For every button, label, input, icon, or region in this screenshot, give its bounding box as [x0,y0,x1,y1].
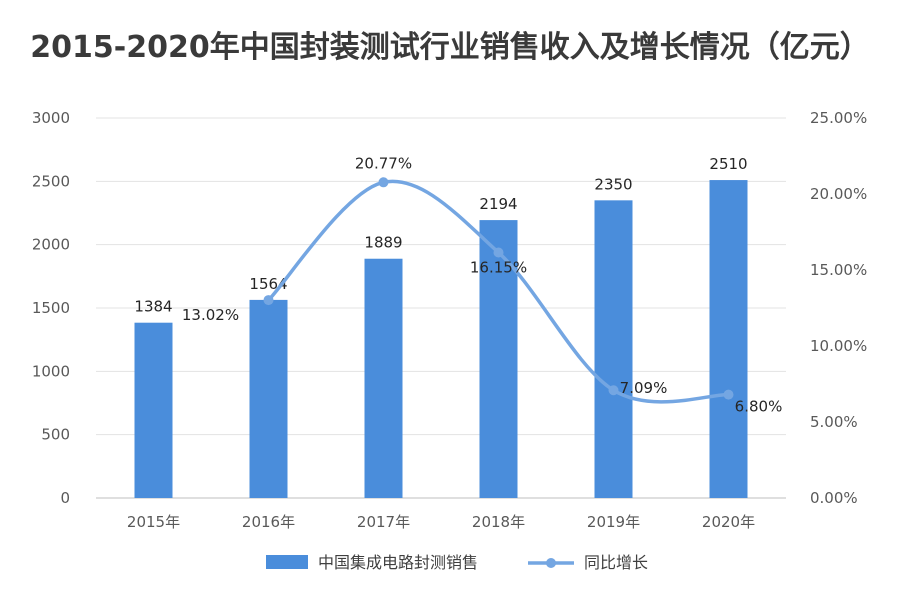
growth-data-label: 16.15% [470,259,527,277]
left-axis-tick-label: 2000 [32,236,70,254]
right-axis-tick-label: 25.00% [810,109,867,127]
left-axis-tick-label: 1000 [32,362,70,380]
growth-point [378,177,389,188]
right-axis-tick-label: 5.00% [810,413,858,431]
bar-data-label: 2510 [709,155,747,173]
x-axis-tick-label: 2019年 [587,513,640,531]
left-axis-tick-label: 2500 [32,172,70,190]
bar [364,258,403,498]
x-axis-tick-label: 2016年 [242,513,295,531]
legend-bar-swatch [266,555,308,569]
right-axis-tick-label: 15.00% [810,261,867,279]
bar [249,299,288,498]
growth-point [608,385,619,396]
right-axis-tick-label: 0.00% [810,489,858,507]
growth-data-label: 7.09% [620,379,668,397]
legend-bar-label: 中国集成电路封测销售 [318,553,478,572]
bar-data-label: 2350 [594,175,632,193]
right-axis-tick-label: 10.00% [810,337,867,355]
left-axis-tick-label: 1500 [32,299,70,317]
bar [594,200,633,499]
bar-data-label: 2194 [479,195,517,213]
bar [134,322,173,498]
left-axis-tick-label: 500 [41,426,70,444]
bar-data-label: 1384 [134,298,172,316]
growth-point [263,295,274,306]
x-axis-tick-label: 2017年 [357,513,410,531]
legend-line-label: 同比增长 [584,553,648,572]
growth-data-label: 20.77% [355,154,412,172]
x-axis-tick-label: 2018年 [472,513,525,531]
bar [709,180,748,499]
growth-data-label: 13.02% [182,306,239,324]
chart-title: 2015-2020年中国封装测试行业销售收入及增长情况（亿元） [30,30,870,65]
growth-point [723,389,734,400]
left-axis-tick-label: 0 [60,489,70,507]
growth-point [493,247,504,258]
legend-line-marker [546,558,556,568]
left-axis-tick-label: 3000 [32,109,70,127]
x-axis-tick-label: 2020年 [702,513,755,531]
right-axis-tick-label: 20.00% [810,185,867,203]
bar-data-label: 1889 [364,234,402,252]
x-axis-tick-label: 2015年 [127,513,180,531]
growth-data-label: 6.80% [735,398,783,416]
